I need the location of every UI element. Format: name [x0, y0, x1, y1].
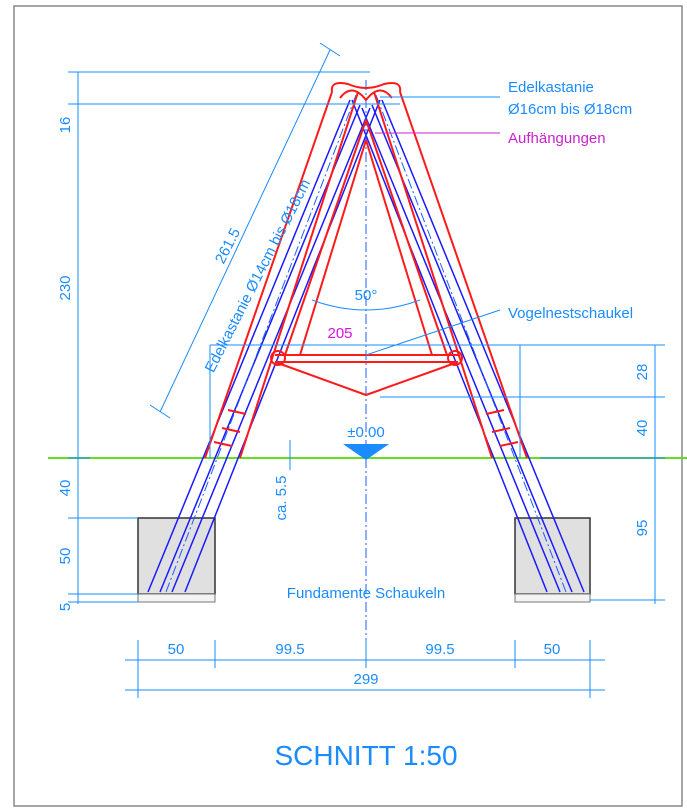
dim-label: 40 — [634, 420, 651, 437]
label: Fundamente Schaukeln — [287, 585, 445, 602]
level-label: ±0.00 — [347, 424, 384, 441]
label: Ø16cm bis Ø18cm — [508, 101, 632, 118]
dim-label: 261.5 — [212, 225, 244, 266]
dim-label: 99.5 — [275, 641, 304, 658]
label: Edelkastanie — [508, 79, 594, 96]
dim-label: 16 — [57, 117, 74, 134]
dim-label: ca. 5.5 — [273, 475, 290, 520]
label: 50° — [355, 287, 378, 304]
dim-label: 95 — [634, 520, 651, 537]
dim-label: 50 — [168, 641, 185, 658]
dim-label: 99.5 — [425, 641, 454, 658]
dim-label: 205 — [327, 325, 352, 342]
dim-label: 50 — [57, 548, 74, 565]
dim-label: 230 — [57, 275, 74, 300]
dim-label: 5 — [57, 603, 74, 611]
drawing: Edelkastanie Ø16cm bis Ø18cm Aufhängunge… — [0, 0, 687, 812]
dim-label: 299 — [353, 671, 378, 688]
dim-label: 40 — [57, 480, 74, 497]
label: Aufhängungen — [508, 130, 606, 147]
label: Vogelnestschaukel — [508, 305, 633, 322]
title: SCHNITT 1:50 — [274, 740, 457, 771]
dim-label: 50 — [544, 641, 561, 658]
dim-label: 28 — [634, 364, 651, 381]
